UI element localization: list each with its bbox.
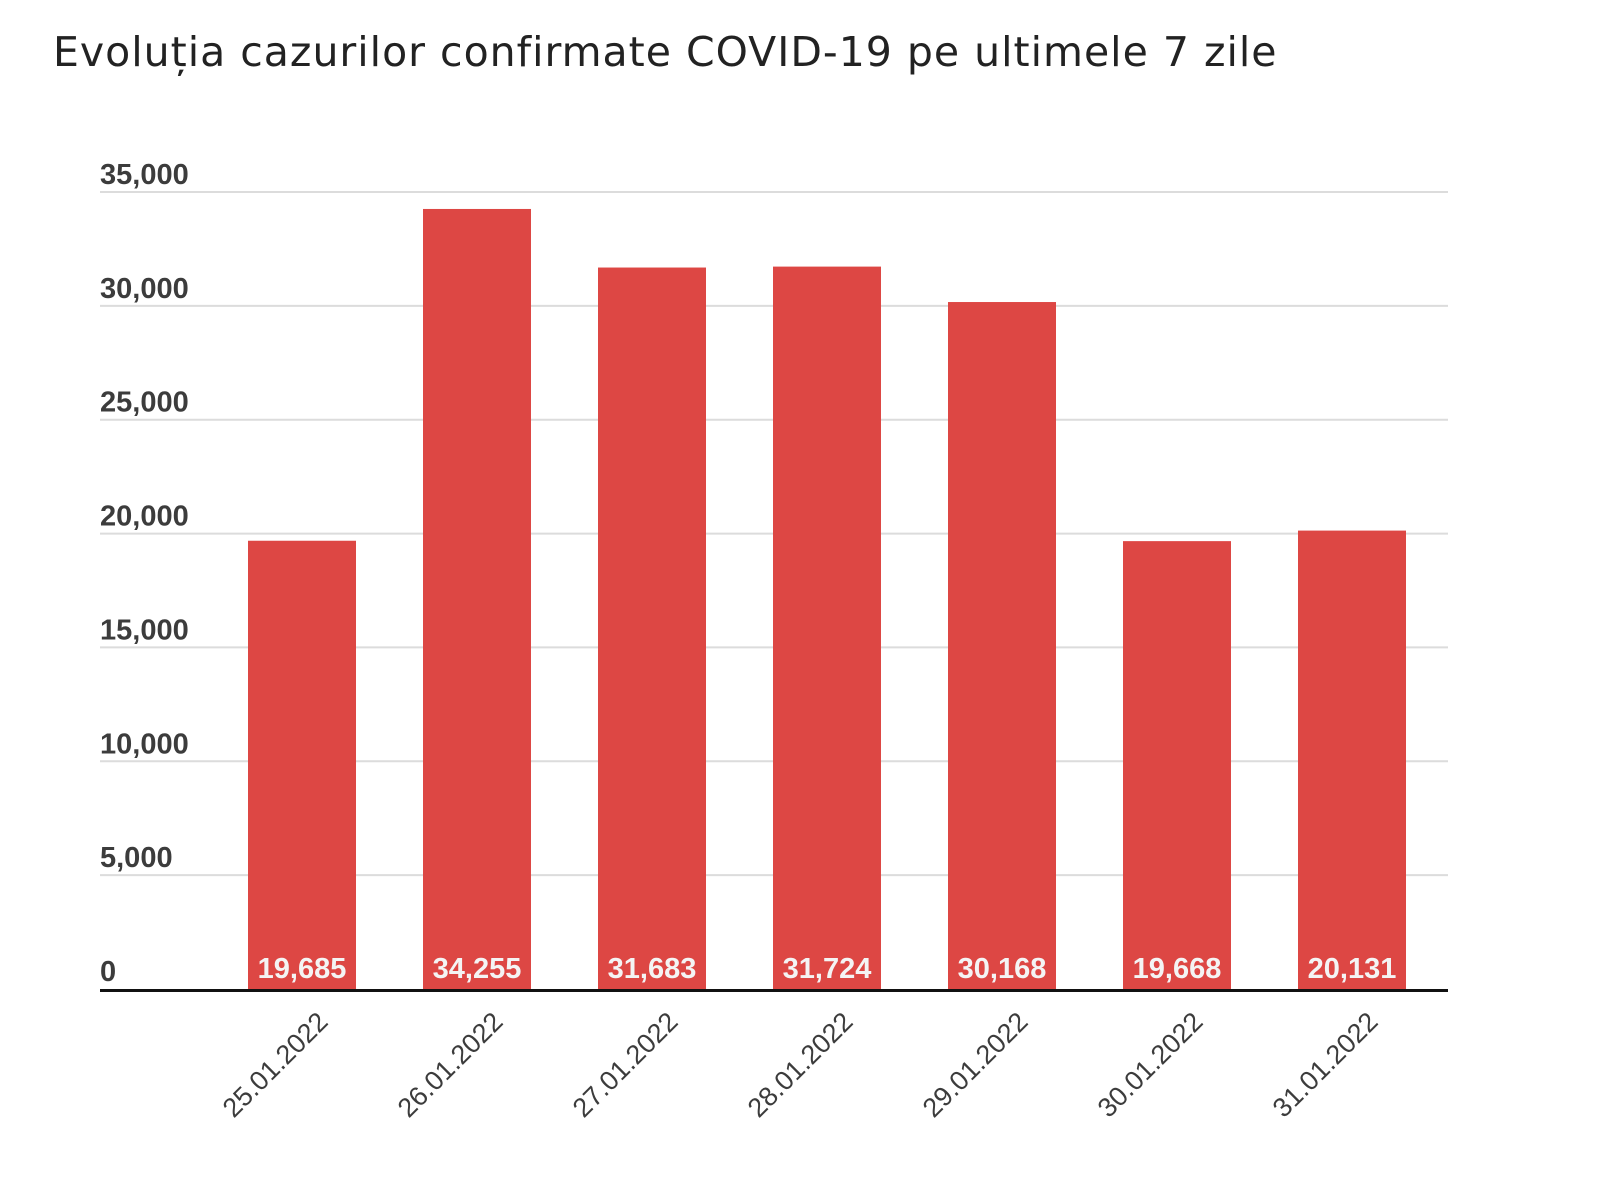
- bar: [598, 267, 706, 989]
- data-label: 34,255: [433, 953, 522, 985]
- data-label: 31,724: [783, 953, 872, 985]
- x-tick-label: 27.01.2022: [567, 1006, 684, 1123]
- bar: [1123, 541, 1231, 989]
- y-axis-tick-labels: 0 5,000 10,000 15,000 20,000 25,000 30,000 35,0…: [100, 159, 189, 988]
- data-label: 20,131: [1308, 953, 1397, 985]
- data-label: 19,685: [258, 953, 347, 985]
- y-tick-label: 15,000: [100, 614, 189, 646]
- y-tick-label: 25,000: [100, 387, 189, 419]
- bar: [773, 266, 881, 989]
- x-tick-label: 25.01.2022: [217, 1006, 334, 1123]
- data-label: 30,168: [958, 953, 1047, 985]
- x-tick-label: 26.01.2022: [392, 1006, 509, 1123]
- x-tick-label: 30.01.2022: [1092, 1006, 1209, 1123]
- data-labels: 19,685 34,255 31,683 31,724 30,168 19,668 20,1…: [258, 953, 1397, 985]
- bar: [423, 208, 531, 989]
- y-tick-label: 0: [100, 956, 116, 988]
- x-tick-label: 31.01.2022: [1267, 1006, 1384, 1123]
- bar: [1298, 530, 1406, 989]
- bar: [948, 302, 1056, 989]
- x-tick-label: 29.01.2022: [917, 1006, 1034, 1123]
- y-tick-label: 10,000: [100, 728, 189, 760]
- y-tick-label: 20,000: [100, 501, 189, 533]
- bars: [248, 208, 1406, 989]
- x-axis-tick-labels: 25.01.2022 26.01.2022 27.01.2022 28.01.2022…: [217, 1006, 1384, 1123]
- y-tick-label: 5,000: [100, 842, 173, 874]
- bar: [248, 540, 356, 989]
- data-label: 19,668: [1133, 953, 1222, 985]
- data-label: 31,683: [608, 953, 697, 985]
- x-tick-label: 28.01.2022: [742, 1006, 859, 1123]
- y-tick-label: 35,000: [100, 159, 189, 191]
- y-tick-label: 30,000: [100, 273, 189, 305]
- chart-title: Evoluția cazurilor confirmate COVID-19 p…: [53, 28, 1278, 76]
